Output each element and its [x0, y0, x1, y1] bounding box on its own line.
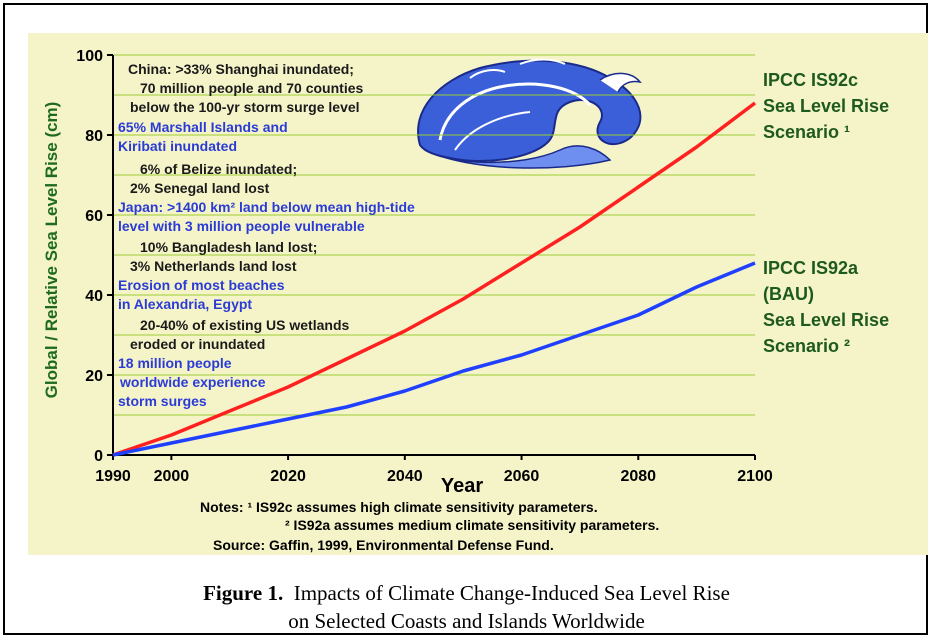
caption-line1-text: Impacts of Climate Change-Induced Sea Le… — [293, 581, 730, 605]
y-tick-label: 100 — [76, 48, 103, 65]
impact-annotation: 20-40% of existing US wetlands — [140, 317, 349, 333]
impact-annotation: in Alexandria, Egypt — [118, 296, 252, 312]
x-tick-label: 2080 — [620, 468, 656, 485]
impact-annotation: 6% of Belize inundated; — [140, 161, 297, 177]
x-tick-label: 2000 — [154, 468, 190, 485]
impact-annotation: China: >33% Shanghai inundated; — [128, 61, 354, 77]
footnote: ² IS92a assumes medium climate sensitivi… — [285, 517, 659, 533]
x-tick-label: 2100 — [737, 468, 773, 485]
series-line-is92a — [112, 261, 756, 457]
impact-annotation: below the 100-yr storm surge level — [130, 99, 360, 115]
figure-caption-line1: Figure 1. Impacts of Climate Change-Indu… — [0, 581, 933, 606]
source-note: Source: Gaffin, 1999, Environmental Defe… — [213, 537, 554, 553]
series-label: Sea Level Rise — [763, 96, 889, 116]
y-tick-label: 0 — [94, 448, 103, 465]
x-tick-label: 2040 — [387, 468, 423, 485]
series-label: Scenario ² — [763, 336, 850, 356]
impact-annotation: 18 million people — [118, 355, 232, 371]
impact-annotation: 3% Netherlands land lost — [130, 258, 297, 274]
series-label: IPCC IS92c — [763, 70, 858, 90]
impact-annotation: Japan: >1400 km² land below mean high-ti… — [118, 199, 415, 215]
series-label: Sea Level Rise — [763, 310, 889, 330]
impact-annotation: Erosion of most beaches — [118, 277, 285, 293]
series-label: IPCC IS92a — [763, 258, 859, 278]
impact-annotation: storm surges — [118, 393, 207, 409]
series-line-is92c — [112, 101, 757, 457]
y-tick-label: 60 — [85, 208, 103, 225]
y-tick-label: 20 — [85, 368, 103, 385]
impact-annotation: 65% Marshall Islands and — [118, 119, 288, 135]
impact-annotation: eroded or inundated — [130, 336, 265, 352]
impact-annotation: Kiribati inundated — [118, 138, 237, 154]
wave-illustration — [417, 58, 642, 169]
x-tick-label: 2060 — [504, 468, 540, 485]
impact-annotation: 2% Senegal land lost — [130, 180, 270, 196]
figure-caption-line2: on Selected Coasts and Islands Worldwide — [288, 609, 645, 633]
impact-annotation: level with 3 million people vulnerable — [118, 218, 365, 234]
series-label: Scenario ¹ — [763, 122, 850, 142]
figure-label: Figure 1. — [203, 581, 284, 605]
impact-annotation: worldwide experience — [119, 374, 266, 390]
x-tick-label: 2020 — [270, 468, 306, 485]
y-tick-label: 80 — [85, 128, 103, 145]
y-axis-label: Global / Relative Sea Level Rise (cm) — [42, 102, 61, 399]
impact-annotation: 10% Bangladesh land lost; — [140, 239, 317, 255]
footnote: Notes: ¹ IS92c assumes high climate sens… — [200, 499, 598, 515]
x-tick-label: 1990 — [95, 468, 131, 485]
y-tick-label: 40 — [85, 288, 103, 305]
x-axis-label: Year — [441, 475, 483, 497]
impact-annotation: 70 million people and 70 counties — [140, 80, 363, 96]
series-label: (BAU) — [763, 284, 814, 304]
